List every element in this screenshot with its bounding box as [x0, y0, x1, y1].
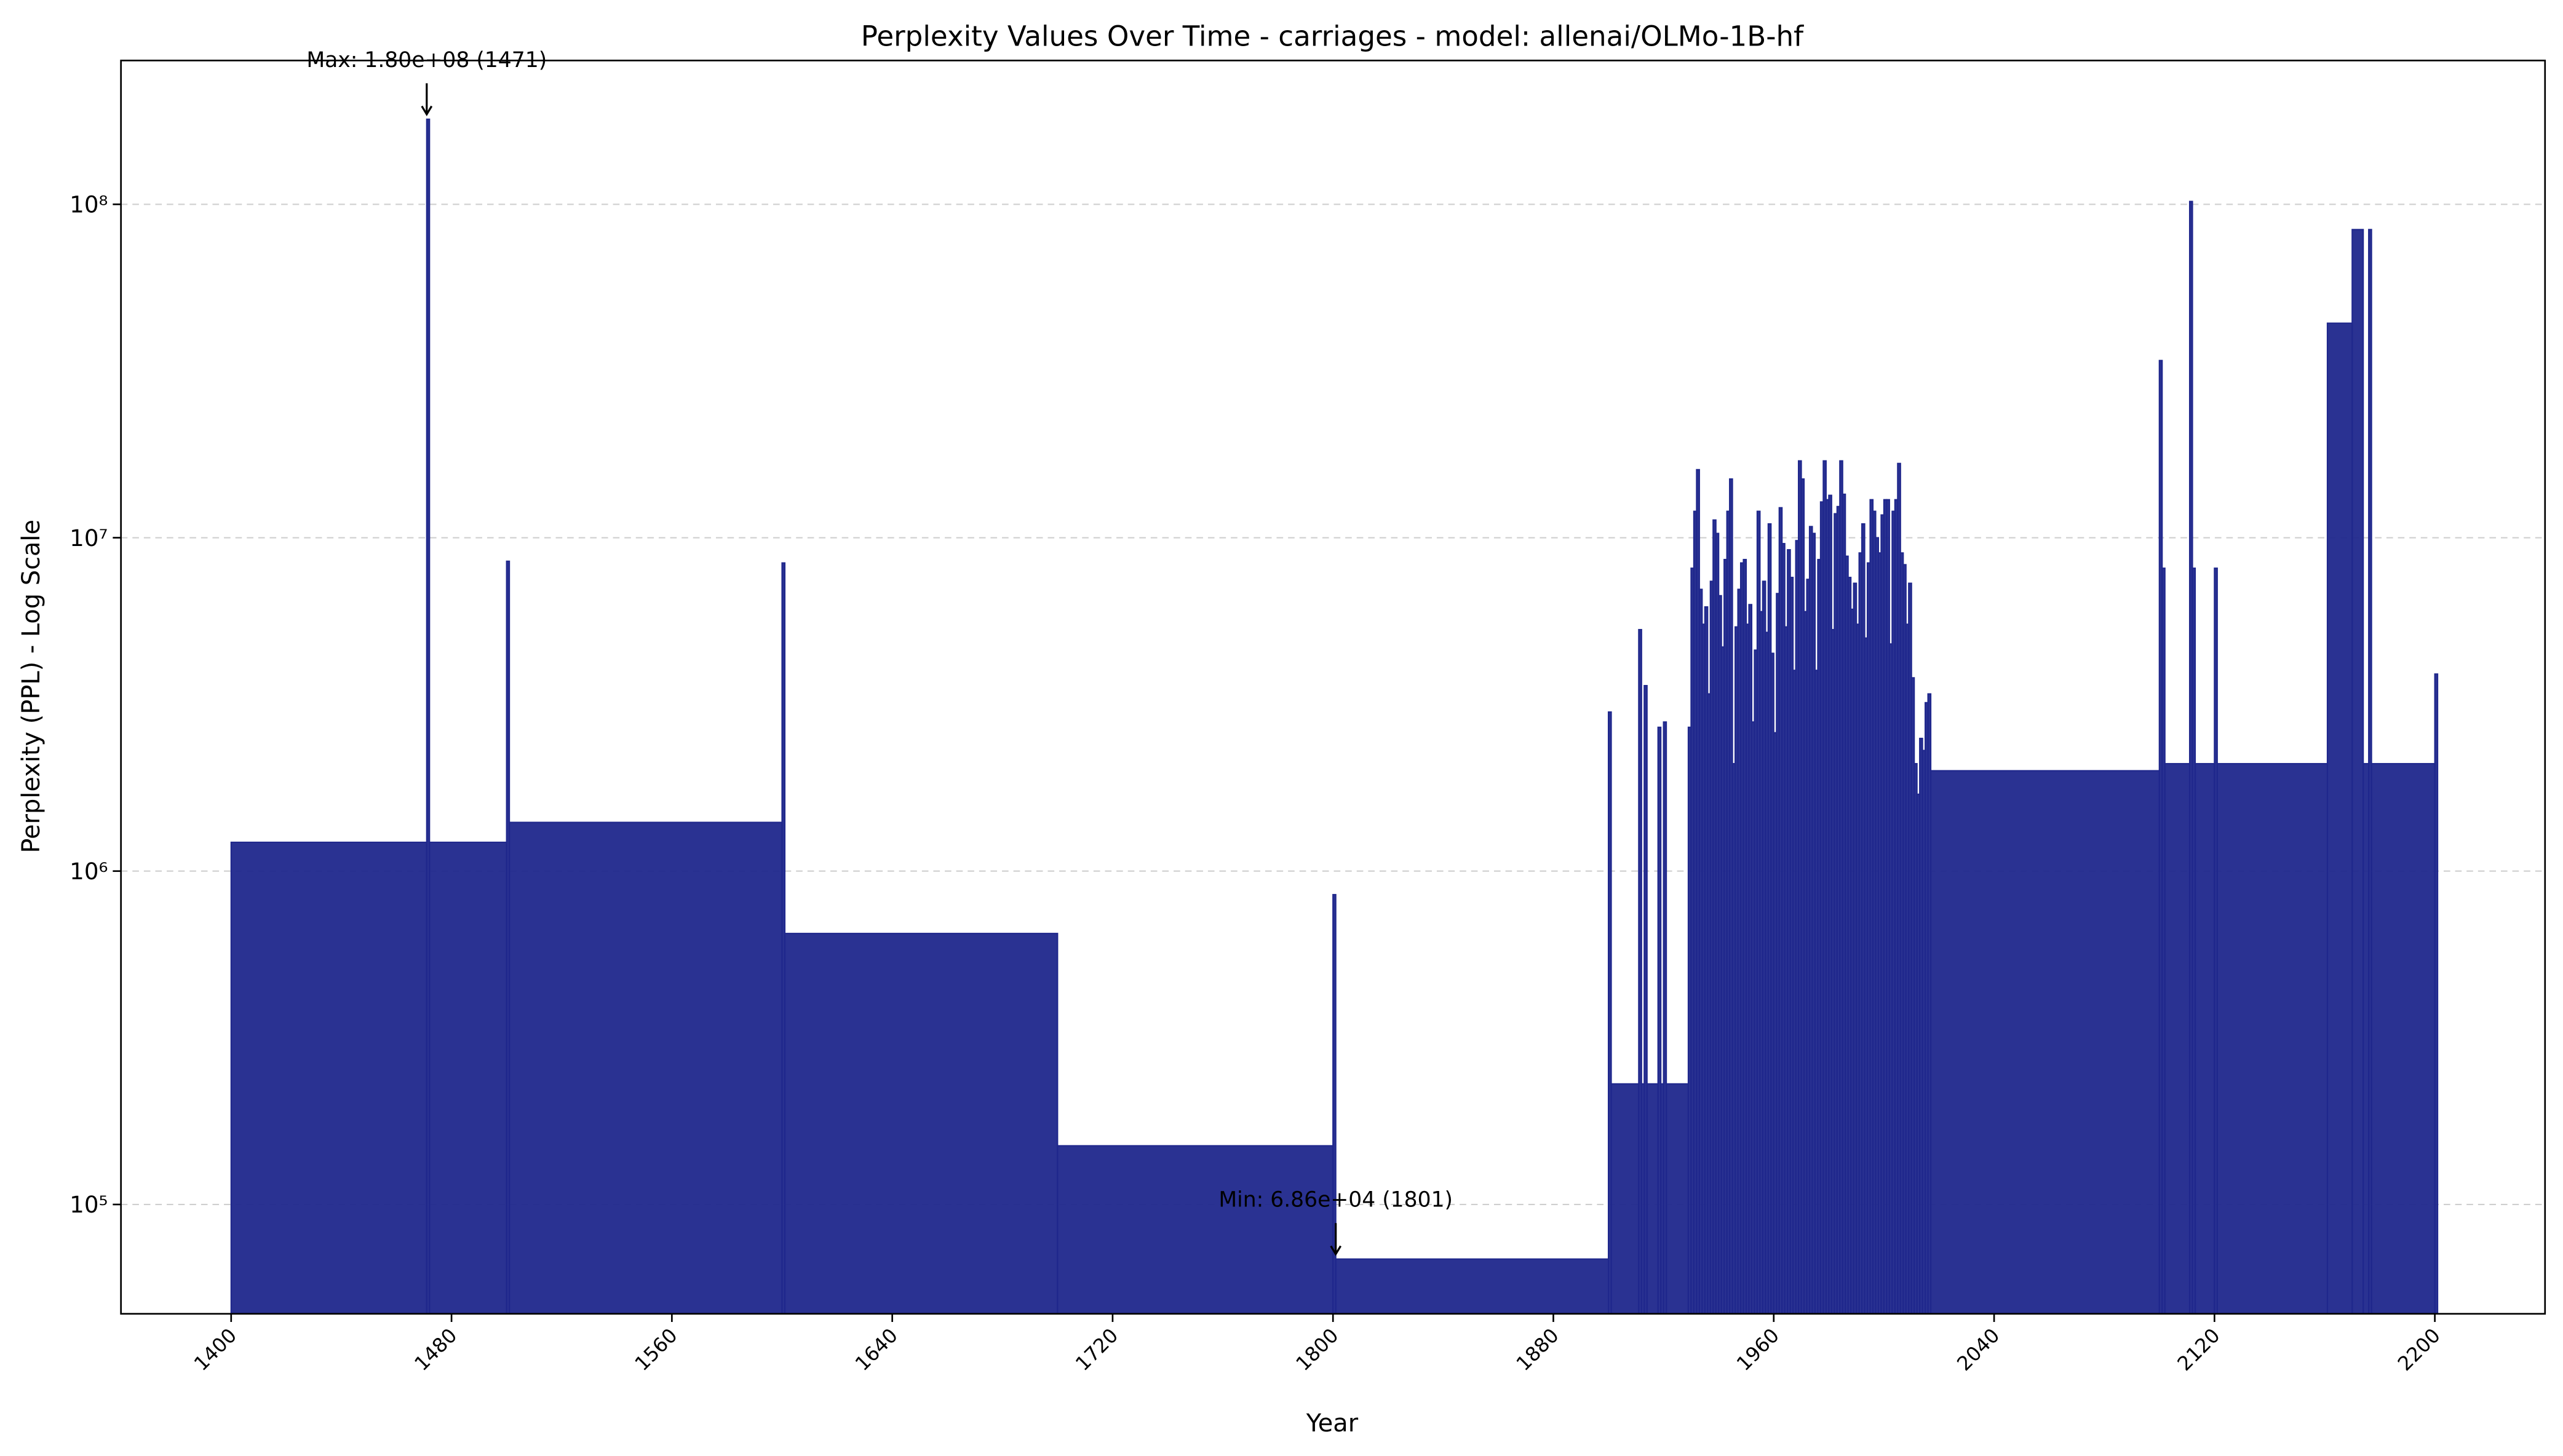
bar: [1646, 1083, 1659, 1315]
bar: [1666, 1083, 1690, 1315]
bar: [2326, 322, 2353, 1315]
annotation-text: Max: 1.80e+08 (1471): [306, 48, 547, 73]
x-tick-label: 1880: [1512, 1324, 1564, 1375]
bars: [230, 118, 2439, 1315]
x-tick-label: 1640: [851, 1324, 902, 1375]
bar: [2434, 673, 2439, 1315]
x-tick-label: 1800: [1291, 1324, 1343, 1375]
bar: [2216, 762, 2329, 1315]
chart-title: Perplexity Values Over Time - carriages …: [861, 20, 1804, 52]
y-tick-label: 10⁷: [70, 524, 108, 552]
bar: [784, 933, 1059, 1315]
annotation-arrowhead: [421, 105, 433, 117]
bar: [230, 841, 427, 1315]
bar: [1057, 1145, 1334, 1315]
y-tick-label: 10⁵: [70, 1191, 108, 1218]
y-tick-label: 10⁶: [70, 858, 108, 885]
bar: [2362, 762, 2370, 1315]
annotation-arrowhead: [1330, 1245, 1342, 1256]
x-tick-label: 1400: [189, 1324, 241, 1375]
x-axis-label: Year: [1306, 1409, 1359, 1438]
x-tick-label: 1720: [1071, 1324, 1123, 1375]
x-tick-label: 1480: [410, 1324, 461, 1375]
bar: [1929, 770, 2160, 1315]
x-tick-label: 1560: [630, 1324, 681, 1375]
bar: [1335, 1258, 1610, 1315]
bar: [2164, 762, 2191, 1315]
bar: [2194, 762, 2215, 1315]
annotation-text: Min: 6.86e+04 (1801): [1218, 1188, 1453, 1213]
x-tick-label: 2040: [1952, 1324, 2004, 1375]
x-tick-label: 2200: [2393, 1324, 2445, 1375]
bar: [509, 821, 783, 1315]
bar: [429, 841, 507, 1315]
bar: [1610, 1083, 1640, 1315]
bar: [2351, 229, 2364, 1315]
y-axis-label: Perplexity (PPL) - Log Scale: [17, 520, 46, 853]
x-tick-label: 2120: [2172, 1324, 2224, 1375]
y-tick-label: 10⁸: [70, 191, 108, 218]
bar: [2370, 762, 2436, 1315]
x-tick-label: 1960: [1732, 1324, 1784, 1375]
